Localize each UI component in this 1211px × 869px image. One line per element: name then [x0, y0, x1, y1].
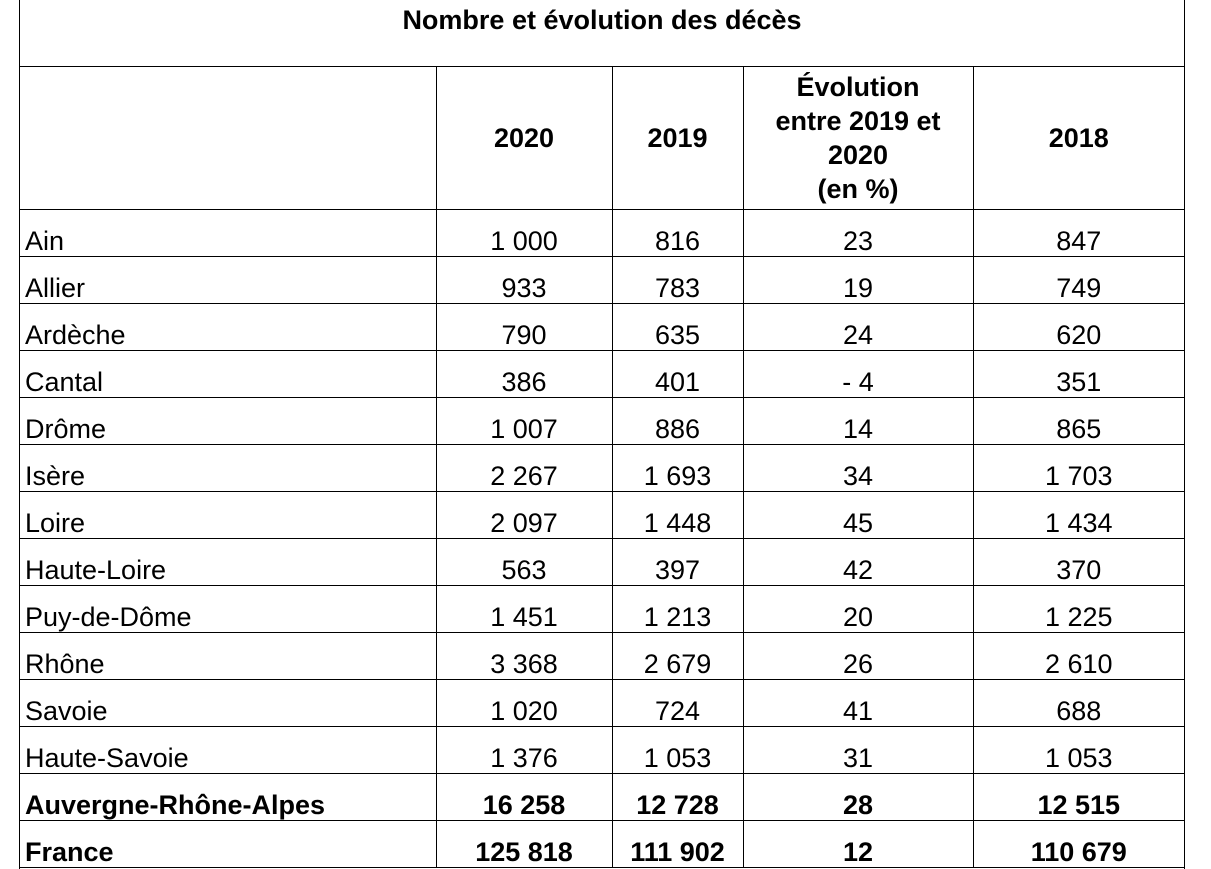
cell-2018: 620 [972, 303, 1184, 351]
cell-2018: 847 [972, 209, 1184, 257]
deaths-table-frame: Nombre et évolution des décès 2020 2019 … [19, 0, 1185, 869]
cell-2019: 1 053 [611, 726, 744, 774]
row-label: Isère [20, 444, 437, 492]
cell-2018: 1 053 [972, 726, 1184, 774]
cell-evolution: 19 [742, 256, 974, 304]
cell-2019: 397 [611, 538, 744, 586]
row-label: Cantal [20, 350, 437, 398]
cell-2018: 1 703 [972, 444, 1184, 492]
table-row: Isère 2 267 1 693 34 1 703 [20, 444, 1184, 492]
cell-2018: 110 679 [972, 820, 1184, 868]
cell-evolution: - 4 [742, 350, 974, 398]
table-row: Haute-Loire 563 397 42 370 [20, 538, 1184, 586]
header-evolution-line: Évolution [796, 72, 920, 102]
header-evolution-line: 2020 [827, 140, 889, 170]
table-row: France 125 818 111 902 12 110 679 [20, 820, 1184, 868]
cell-2019: 816 [611, 209, 744, 257]
row-label: Haute-Savoie [20, 726, 437, 774]
table-row: Auvergne-Rhône-Alpes 16 258 12 728 28 12 515 [20, 773, 1184, 821]
header-evolution-line: (en %) [817, 174, 899, 204]
row-label: Ain [20, 209, 437, 257]
cell-2019: 724 [611, 679, 744, 727]
cell-2018: 351 [972, 350, 1184, 398]
cell-evolution: 41 [742, 679, 974, 727]
cell-2018: 2 610 [972, 632, 1184, 680]
cell-2020: 386 [435, 350, 613, 398]
cell-2020: 16 258 [435, 773, 613, 821]
cell-2019: 1 693 [611, 444, 744, 492]
table-row: Rhône 3 368 2 679 26 2 610 [20, 632, 1184, 680]
table-row: Haute-Savoie 1 376 1 053 31 1 053 [20, 726, 1184, 774]
table-row: Savoie 1 020 724 41 688 [20, 679, 1184, 727]
table-row: Ardèche 790 635 24 620 [20, 303, 1184, 351]
cell-2020: 1 376 [435, 726, 613, 774]
cell-evolution: 34 [742, 444, 974, 492]
header-2019: 2019 [611, 67, 744, 210]
header-2018: 2018 [972, 67, 1184, 210]
cell-evolution: 20 [742, 585, 974, 633]
deaths-table: 2020 2019 Évolution entre 2019 et 2020 (… [20, 67, 1184, 868]
table-row: Puy-de-Dôme 1 451 1 213 20 1 225 [20, 585, 1184, 633]
cell-2019: 12 728 [611, 773, 744, 821]
cell-2018: 688 [972, 679, 1184, 727]
row-label: Savoie [20, 679, 437, 727]
cell-evolution: 23 [742, 209, 974, 257]
cell-2019: 886 [611, 397, 744, 445]
table-row: Ain 1 000 816 23 847 [20, 209, 1184, 257]
row-label: France [20, 820, 437, 868]
cell-2020: 2 267 [435, 444, 613, 492]
cell-2020: 1 007 [435, 397, 613, 445]
table-body: Ain 1 000 816 23 847 Allier 933 783 19 749 Ardèche… [20, 209, 1184, 868]
header-evolution-line: entre 2019 et [775, 106, 941, 136]
header-2020: 2020 [435, 67, 613, 210]
row-label: Allier [20, 256, 437, 304]
cell-2020: 933 [435, 256, 613, 304]
row-label: Drôme [20, 397, 437, 445]
cell-2020: 125 818 [435, 820, 613, 868]
cell-evolution: 42 [742, 538, 974, 586]
cell-2018: 12 515 [972, 773, 1184, 821]
cell-2020: 2 097 [435, 491, 613, 539]
cell-evolution: 31 [742, 726, 974, 774]
table-row: Cantal 386 401- 4 351 [20, 350, 1184, 398]
row-label: Rhône [20, 632, 437, 680]
cell-2020: 1 020 [435, 679, 613, 727]
cell-evolution: 12 [742, 820, 974, 868]
cell-2019: 635 [611, 303, 744, 351]
row-label: Loire [20, 491, 437, 539]
cell-2018: 1 434 [972, 491, 1184, 539]
cell-evolution: 28 [742, 773, 974, 821]
cell-2019: 2 679 [611, 632, 744, 680]
table-row: Loire 2 097 1 448 45 1 434 [20, 491, 1184, 539]
cell-2018: 749 [972, 256, 1184, 304]
cell-2019: 401 [611, 350, 744, 398]
cell-2020: 3 368 [435, 632, 613, 680]
row-label: Ardèche [20, 303, 437, 351]
table-title: Nombre et évolution des décès [20, 0, 1184, 67]
cell-evolution: 26 [742, 632, 974, 680]
cell-2019: 1 448 [611, 491, 744, 539]
cell-evolution: 24 [742, 303, 974, 351]
header-evolution: Évolution entre 2019 et 2020 (en %) [742, 67, 974, 210]
cell-2018: 370 [972, 538, 1184, 586]
row-label: Puy-de-Dôme [20, 585, 437, 633]
cell-2019: 111 902 [611, 820, 744, 868]
cell-2020: 1 451 [435, 585, 613, 633]
cell-2020: 563 [435, 538, 613, 586]
header-empty-cell [20, 67, 437, 210]
row-label: Haute-Loire [20, 538, 437, 586]
table-row: Allier 933 783 19 749 [20, 256, 1184, 304]
cell-2019: 783 [611, 256, 744, 304]
cell-evolution: 14 [742, 397, 974, 445]
row-label: Auvergne-Rhône-Alpes [20, 773, 437, 821]
cell-2018: 865 [972, 397, 1184, 445]
cell-2018: 1 225 [972, 585, 1184, 633]
table-header-row: 2020 2019 Évolution entre 2019 et 2020 (… [20, 67, 1184, 210]
cell-evolution: 45 [742, 491, 974, 539]
cell-2019: 1 213 [611, 585, 744, 633]
cell-2020: 790 [435, 303, 613, 351]
cell-2020: 1 000 [435, 209, 613, 257]
table-row: Drôme 1 007 886 14 865 [20, 397, 1184, 445]
